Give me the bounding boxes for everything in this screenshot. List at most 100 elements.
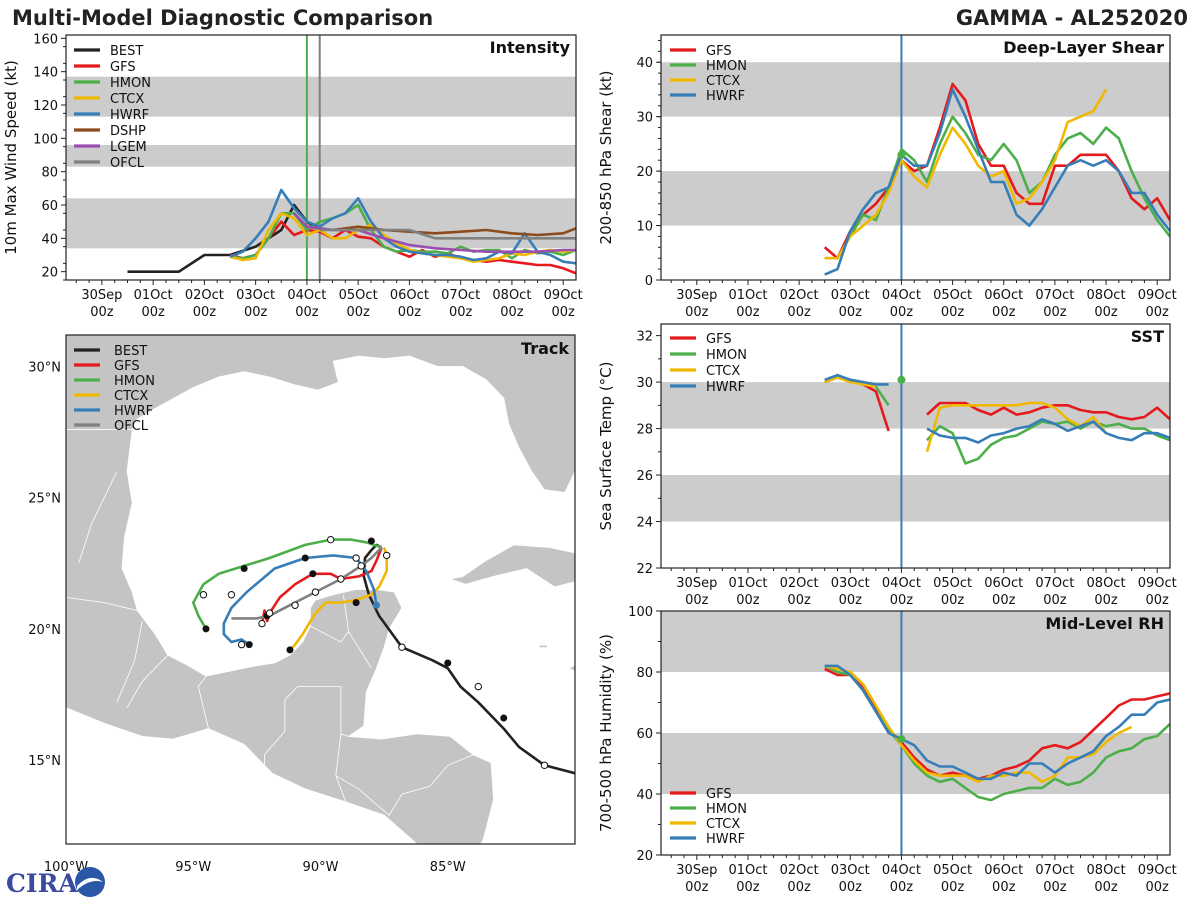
shear-xtick-label: 07Oct <box>1035 288 1074 303</box>
intensity-legend-label-ctcx: CTCX <box>110 92 144 107</box>
track-ctcx-filled-marker <box>352 599 360 607</box>
shear-xtick-label: 04Oct <box>882 288 921 303</box>
rh-ytick-label: 100 <box>628 605 653 620</box>
rh-legend-label-hwrf: HWRF <box>706 832 745 847</box>
track-ytick-label: 20°N <box>28 623 61 638</box>
intensity-legend-label-best: BEST <box>110 44 143 59</box>
sst-series-ctcx-line <box>925 401 1108 453</box>
track-land-cuba <box>448 544 575 588</box>
sst-xtick-label-hour: 00z <box>992 593 1016 608</box>
track-ctcx-open-marker <box>291 601 299 609</box>
track-legend-label-ctcx: CTCX <box>114 389 148 404</box>
sst-ytick-label: 22 <box>636 562 653 577</box>
track-border-10 <box>126 654 169 708</box>
sst-xtick-label: 07Oct <box>1035 576 1074 591</box>
intensity-legend-label-ofcl: OFCL <box>110 156 145 171</box>
rh-ytick-label: 60 <box>636 727 653 742</box>
shear-xtick-label: 02Oct <box>780 288 819 303</box>
intensity-xtick-label: 02Oct <box>185 288 224 303</box>
rh-xtick-label: 01Oct <box>728 863 767 878</box>
track-xtick-label: 100°W <box>44 860 88 875</box>
shear-xtick-label-hour: 00z <box>685 305 709 320</box>
intensity-band-2 <box>66 76 576 117</box>
shear-xtick-label: 05Oct <box>933 288 972 303</box>
track-current-position-marker <box>372 601 380 609</box>
rh-xtick-label-hour: 00z <box>890 880 914 895</box>
track-ytick-label: 30°N <box>28 360 61 375</box>
intensity-band-1 <box>66 145 576 167</box>
intensity-xtick-label: 30Sep <box>81 288 122 303</box>
track-best-open-marker <box>540 761 549 769</box>
intensity-ytick-label: 60 <box>41 199 58 214</box>
track-border-1 <box>197 675 209 729</box>
track-hwrf-open-marker <box>352 554 360 562</box>
track-border-9 <box>116 620 143 703</box>
shear-ytick-label: 30 <box>636 111 653 126</box>
intensity-xtick-label: 04Oct <box>287 288 326 303</box>
sst-xtick-label-hour: 00z <box>1043 593 1067 608</box>
track-ofcl-open-marker <box>357 562 365 570</box>
rh-xtick-label: 04Oct <box>882 863 921 878</box>
track-gfs-open-marker <box>258 619 266 628</box>
intensity-xtick-label: 01Oct <box>134 288 173 303</box>
track-hwrf-line <box>222 554 378 646</box>
track-hwrf-filled-marker <box>245 641 253 649</box>
shear-legend-label-hmon: HMON <box>706 59 747 74</box>
track-hmon-open-marker <box>326 535 335 544</box>
rh-xtick-label: 03Oct <box>831 863 870 878</box>
sst-band-0 <box>661 475 1170 522</box>
track-legend-label-gfs: GFS <box>114 359 140 374</box>
intensity-legend-label-hmon: HMON <box>110 76 151 91</box>
track-legend-label-hmon: HMON <box>114 374 155 389</box>
shear-band-0 <box>661 171 1170 226</box>
rh-panel-title: Mid-Level RH <box>1045 614 1164 633</box>
sst-xtick-label-hour: 00z <box>890 593 914 608</box>
track-border-7 <box>310 594 349 643</box>
sst-xtick-label: 01Oct <box>728 576 767 591</box>
sst-ytick-label: 32 <box>636 330 653 345</box>
rh-xtick-label: 07Oct <box>1035 863 1074 878</box>
shear-xtick-label-hour: 00z <box>890 305 914 320</box>
intensity-series-hwrf-line <box>229 188 576 265</box>
sst-plot-area <box>661 324 1170 568</box>
sst-panel-title: SST <box>1131 327 1164 346</box>
rh-xtick-label: 06Oct <box>984 863 1023 878</box>
shear-xtick-label: 01Oct <box>728 288 767 303</box>
shear-xtick-label-hour: 00z <box>992 305 1016 320</box>
shear-panel-title: Deep-Layer Shear <box>1003 38 1164 57</box>
shear-xtick-label-hour: 00z <box>941 305 965 320</box>
track-legend-label-hwrf: HWRF <box>114 404 153 419</box>
sst-xtick-label: 05Oct <box>933 576 972 591</box>
track-panel: 100°W 95°W 90°W 85°W 15°N 20°N 25°N 30°N Track BE… <box>28 334 576 875</box>
shear-xtick-label: 08Oct <box>1087 288 1126 303</box>
sst-ytick-label: 24 <box>636 516 653 531</box>
sst-xtick-label: 03Oct <box>831 576 870 591</box>
sst-xtick-label-hour: 00z <box>1094 593 1118 608</box>
shear-panel: 0 10 20 30 40 30Sep 00z 01Oct 00z 02Oct 00z 03Oct 00… <box>597 34 1177 320</box>
intensity-ytick-label: 120 <box>33 99 58 114</box>
shear-xtick-label-hour: 00z <box>839 305 863 320</box>
track-hwrf-open-marker <box>237 640 246 649</box>
track-hmon-filled-marker <box>240 565 248 573</box>
sst-legend-label-gfs: GFS <box>706 332 732 347</box>
track-ctcx-line <box>289 547 389 651</box>
sst-marker-point <box>897 375 906 384</box>
rh-xtick-label: 02Oct <box>780 863 819 878</box>
rh-panel: 20 40 60 80 100 30Sep 00z 01Oct 00z 02Oct 00z 03Oct… <box>597 605 1177 895</box>
intensity-legend-label-dshp: DSHP <box>110 124 146 139</box>
shear-ytick-label: 10 <box>636 220 653 235</box>
rh-xtick-label-hour: 00z <box>1094 880 1118 895</box>
shear-ytick-label: 20 <box>636 165 653 180</box>
track-border-5 <box>376 754 474 816</box>
intensity-legend-label-hwrf: HWRF <box>110 108 149 123</box>
rh-marker-point <box>897 735 906 744</box>
track-xtick-label: 85°W <box>430 860 466 875</box>
track-hmon-open-marker <box>199 591 208 599</box>
sst-legend-label-ctcx: CTCX <box>706 364 740 379</box>
sst-band-1 <box>661 382 1170 429</box>
sst-frame <box>660 323 1171 569</box>
shear-xtick-label: 06Oct <box>984 288 1023 303</box>
sst-xtick-label-hour: 00z <box>736 593 760 608</box>
